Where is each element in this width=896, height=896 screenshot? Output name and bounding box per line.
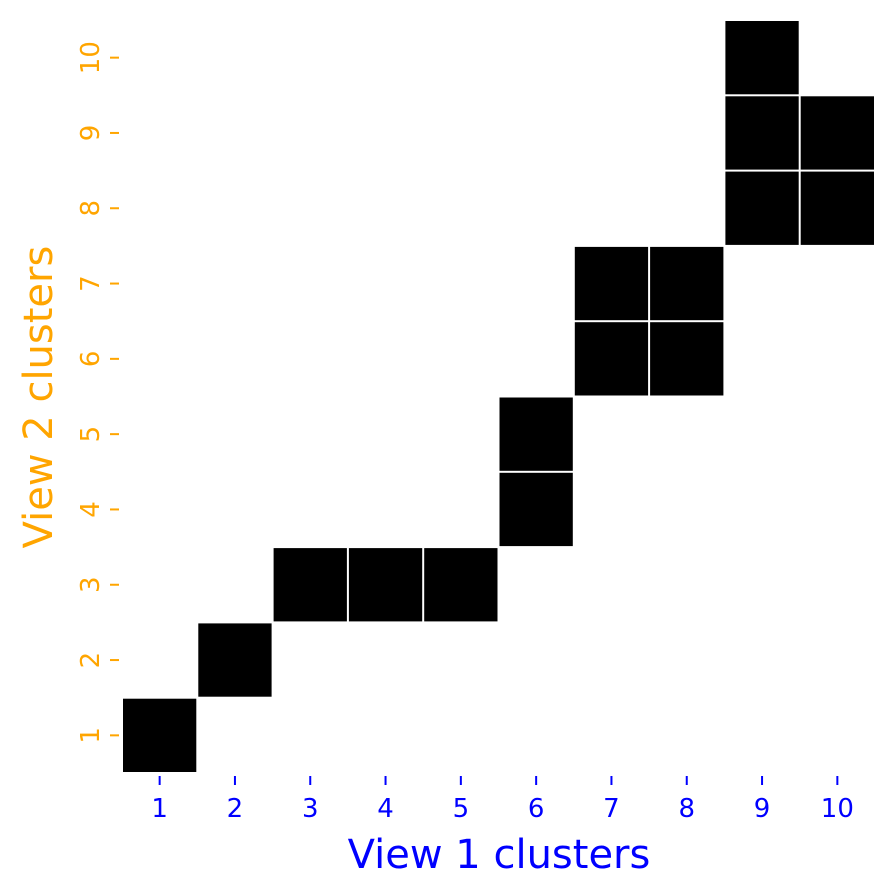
x-axis-label: View 1 clusters (348, 832, 651, 878)
heatmap-cell-x1-y1 (123, 698, 197, 772)
heatmap-cell-x8-y6 (650, 322, 724, 396)
x-tick-label: 7 (603, 794, 620, 824)
x-tick-label: 2 (227, 794, 244, 824)
x-tick-label: 4 (377, 794, 394, 824)
heatmap-cell-x6-y5 (499, 397, 573, 471)
heatmap-cell-x9-y10 (725, 21, 799, 95)
x-tick-label: 1 (151, 794, 168, 824)
y-tick-label: 7 (76, 275, 106, 292)
heatmap-cell-x10-y9 (800, 96, 874, 170)
heatmap-cell-x5-y3 (424, 548, 498, 622)
heatmap-cell-x6-y4 (499, 472, 573, 547)
heatmap-cell-x10-y8 (800, 171, 874, 245)
heatmap-cell-x9-y8 (725, 171, 799, 245)
y-axis-ticks: 1 2 3 4 5 6 7 8 9 10 (76, 41, 119, 744)
x-tick-label: 3 (302, 794, 319, 824)
x-tick-label: 6 (528, 794, 545, 824)
y-tick-label: 8 (76, 200, 106, 217)
x-tick-label: 10 (821, 794, 854, 824)
heatmap-cell-x4-y3 (348, 548, 423, 622)
x-tick-label: 9 (754, 794, 771, 824)
y-tick-label: 6 (76, 351, 106, 368)
y-tick-label: 2 (76, 652, 106, 669)
heatmap-cell-x7-y7 (574, 246, 649, 321)
heatmap-cell-x8-y7 (650, 246, 724, 321)
heatmap-cells (123, 21, 874, 772)
y-tick-label: 10 (76, 41, 106, 74)
heatmap-cell-x3-y3 (273, 548, 347, 622)
y-axis-label: View 2 clusters (16, 246, 62, 549)
heatmap-cell-x9-y9 (725, 96, 799, 170)
y-tick-label: 9 (76, 125, 106, 142)
y-tick-label: 5 (76, 426, 106, 443)
y-tick-label: 3 (76, 576, 106, 593)
y-tick-label: 4 (76, 501, 106, 518)
heatmap-cell-x2-y2 (198, 623, 272, 697)
heatmap-cell-x7-y6 (574, 322, 649, 396)
x-tick-label: 5 (453, 794, 470, 824)
x-tick-label: 8 (678, 794, 695, 824)
y-tick-label: 1 (76, 727, 106, 744)
x-axis-ticks: 1 2 3 4 5 6 7 8 9 10 (151, 776, 854, 824)
